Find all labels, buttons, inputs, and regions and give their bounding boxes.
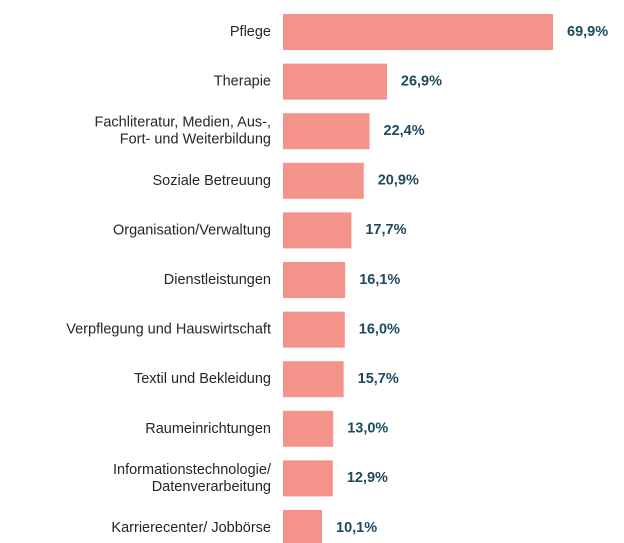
category-label: Informationstechnologie/Datenverarbeitun… bbox=[113, 462, 272, 495]
value-label: 12,9% bbox=[347, 470, 388, 486]
category-label: Soziale Betreuung bbox=[153, 173, 272, 189]
category-label: Pflege bbox=[230, 24, 271, 40]
bar bbox=[283, 113, 370, 150]
category-label: Fachliteratur, Medien, Aus-, Fort- und We… bbox=[95, 115, 272, 148]
bar bbox=[283, 361, 344, 398]
value-label: 26,9% bbox=[401, 73, 442, 89]
category-label: Verpflegung und Hauswirtschaft bbox=[66, 321, 271, 337]
bar bbox=[283, 162, 364, 199]
value-label: 16,1% bbox=[359, 272, 400, 288]
bar bbox=[283, 63, 387, 100]
category-label: Therapie bbox=[214, 73, 271, 89]
value-label: 13,0% bbox=[347, 421, 388, 437]
bar bbox=[283, 510, 323, 543]
bar bbox=[283, 14, 553, 50]
value-label: 15,7% bbox=[358, 371, 399, 387]
category-label: Organisation/Verwaltung bbox=[113, 222, 271, 238]
category-label: Dienstleistungen bbox=[164, 272, 271, 288]
value-label: 10,1% bbox=[336, 520, 377, 536]
category-label: Karrierecenter/ Jobbörse bbox=[111, 520, 271, 536]
category-label: Textil und Bekleidung bbox=[134, 371, 271, 387]
value-label: 69,9% bbox=[567, 24, 608, 40]
category-label: Raumeinrichtungen bbox=[145, 421, 271, 437]
value-label: 20,9% bbox=[378, 173, 419, 189]
value-label: 17,7% bbox=[365, 222, 406, 238]
bar bbox=[283, 410, 334, 447]
bar bbox=[283, 262, 346, 298]
bar bbox=[283, 460, 333, 497]
bar bbox=[283, 311, 345, 348]
value-label: 22,4% bbox=[384, 123, 425, 139]
bar bbox=[283, 212, 352, 249]
value-label: 16,0% bbox=[359, 321, 400, 337]
